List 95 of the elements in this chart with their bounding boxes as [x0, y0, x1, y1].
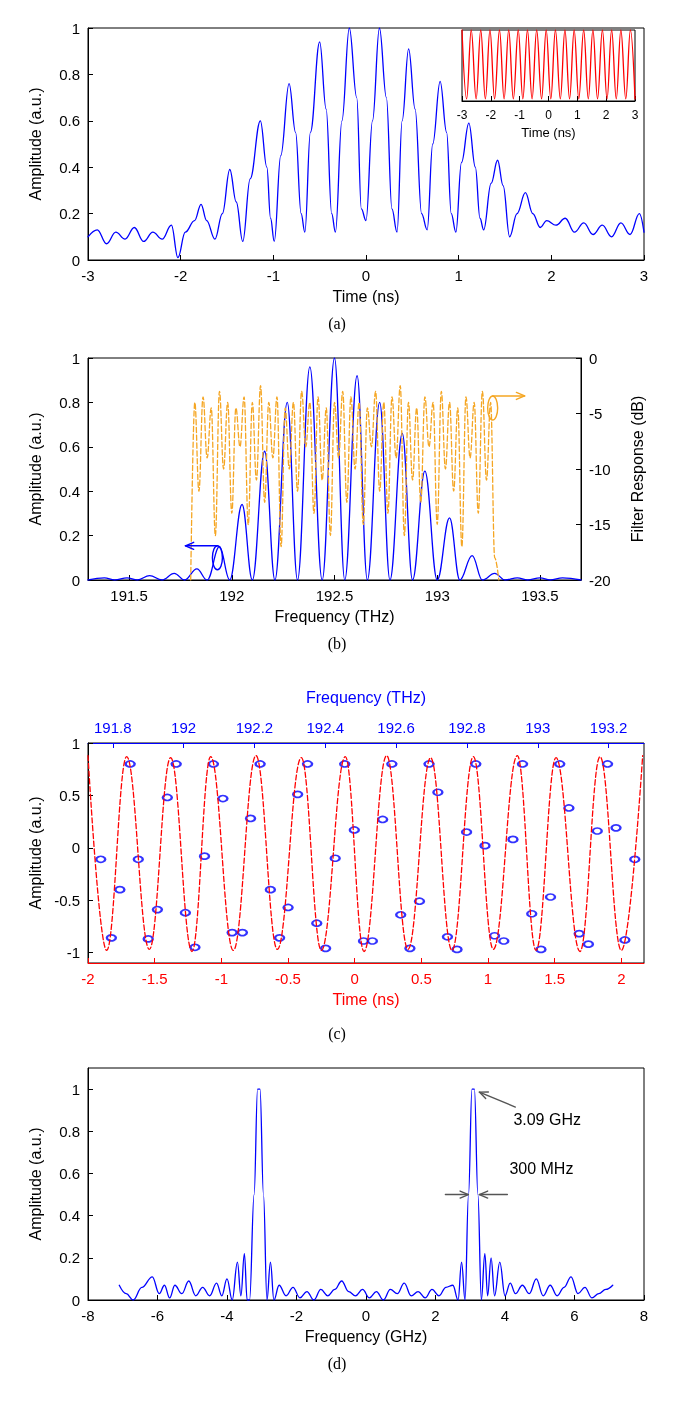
annotation: 3.09 GHz [513, 1110, 581, 1128]
x-axis-title: Time (ns) [521, 124, 576, 140]
x-tick-label: 4 [500, 1307, 510, 1324]
text: (d) [327, 1354, 347, 1373]
x-tick-label: 8 [639, 1307, 649, 1324]
y-tick-label: 0.4 [59, 482, 80, 500]
x-axis-title: Time (ns) [332, 287, 400, 305]
y-tick-label: 0 [71, 571, 80, 589]
y-tick-label: 0.2 [59, 205, 80, 223]
x-tick-label: 1 [483, 970, 493, 987]
y-tick-label: 1 [71, 734, 80, 752]
y2-axis-title: Filter Response (dB) [628, 395, 646, 543]
x2-axis-title: Frequency (THz) [305, 688, 427, 706]
x-tick-label: -0.5 [275, 970, 301, 987]
text: (a) [328, 314, 346, 333]
x-tick-label: -3 [81, 267, 95, 284]
x-tick-label: -3 [456, 108, 468, 122]
x-tick-label: 193 [424, 587, 450, 604]
y2-tick-label: -20 [589, 571, 611, 589]
x-tick-label: 6 [570, 1307, 579, 1324]
x-tick-label: 1 [454, 267, 463, 284]
x2-tick-label: 192.6 [377, 719, 415, 736]
x-tick-label: 0 [545, 108, 553, 122]
y-tick-label: 0.4 [59, 1207, 80, 1225]
x-tick-label: 192.5 [315, 587, 354, 604]
x-tick-label: -1 [214, 970, 229, 987]
x-tick-label: -2 [485, 108, 497, 122]
x-tick-label: 3 [631, 108, 639, 122]
y-tick-label: 0.8 [59, 1122, 80, 1140]
y-tick-label: -1 [66, 944, 80, 962]
y-axis-title: Amplitude (a.u.) [26, 412, 44, 526]
x-tick-label: -2 [81, 970, 95, 987]
y-tick-label: 1 [71, 349, 80, 367]
y2-tick-label: 0 [589, 349, 598, 367]
x-tick-label: 1.5 [544, 970, 566, 987]
y-tick-label: 0.6 [59, 112, 80, 130]
x-tick-label: -2 [289, 1307, 304, 1324]
annotation: 300 MHz [509, 1160, 574, 1178]
x-tick-label: 3 [639, 267, 649, 284]
x-tick-label: 193.5 [521, 587, 559, 604]
x-tick-label: 0 [361, 1307, 371, 1324]
x-tick-label: 1 [573, 108, 581, 122]
y-tick-label: 0.8 [59, 393, 80, 411]
x-axis-title: Frequency (GHz) [304, 1327, 428, 1345]
y-tick-label: -0.5 [54, 891, 80, 909]
line-series [87, 357, 582, 581]
x-tick-label: 192 [219, 587, 245, 604]
x2-tick-label: 193.2 [589, 719, 628, 736]
x2-tick-label: 192.8 [448, 719, 486, 736]
x-tick-label: -1 [514, 108, 526, 122]
y-tick-label: 0.2 [59, 1249, 80, 1267]
x-tick-label: 191.5 [110, 587, 148, 604]
text: (b) [327, 634, 347, 653]
x-tick-label: 0.5 [410, 970, 432, 987]
x-axis-title: Time (ns) [332, 990, 400, 1008]
x-tick-label: 2 [547, 267, 556, 284]
y-tick-label: 1 [71, 1080, 80, 1098]
x-tick-label: -2 [173, 267, 188, 284]
x-tick-label: 0 [350, 970, 359, 987]
x2-tick-label: 192.2 [235, 719, 274, 736]
y2-tick-label: -5 [589, 405, 603, 422]
line-series [87, 27, 645, 259]
y-tick-label: 0.6 [59, 1164, 80, 1182]
y-tick-label: 0 [71, 1291, 80, 1309]
y2-tick-label: -10 [589, 460, 611, 478]
y-tick-label: 0 [71, 251, 80, 269]
x-tick-label: -8 [81, 1307, 95, 1324]
y2-tick-label: -15 [589, 516, 611, 533]
y-tick-label: 0.5 [59, 786, 80, 804]
y-tick-label: 0 [71, 839, 80, 857]
y-tick-label: 0.6 [59, 438, 80, 456]
x-tick-label: 2 [617, 970, 626, 987]
line-series [87, 754, 644, 953]
y-tick-label: 0.2 [59, 527, 80, 545]
line-series [118, 1088, 614, 1301]
y-axis-title: Amplitude (a.u.) [26, 796, 44, 910]
x-axis-title: Frequency (THz) [274, 607, 395, 625]
x-tick-label: -4 [220, 1307, 234, 1324]
y-tick-label: 0.8 [59, 65, 80, 83]
x-tick-label: 0 [361, 267, 371, 284]
x-tick-label: -1.5 [141, 970, 168, 987]
line-series [190, 385, 500, 581]
y-axis-title: Amplitude (a.u.) [26, 87, 44, 201]
y-tick-label: 1 [71, 19, 80, 37]
x-tick-label: -6 [150, 1307, 165, 1324]
x2-tick-label: 193 [525, 719, 551, 736]
x-tick-label: -1 [266, 267, 281, 284]
x2-tick-label: 192.4 [306, 719, 345, 736]
x-tick-label: 2 [431, 1307, 440, 1324]
y-axis-title: Amplitude (a.u.) [26, 1127, 44, 1241]
text: (c) [328, 1024, 346, 1043]
y-tick-label: 0.4 [59, 158, 80, 176]
x-tick-label: 2 [602, 108, 610, 122]
x2-tick-label: 191.8 [94, 719, 132, 736]
x2-tick-label: 192 [171, 719, 197, 736]
